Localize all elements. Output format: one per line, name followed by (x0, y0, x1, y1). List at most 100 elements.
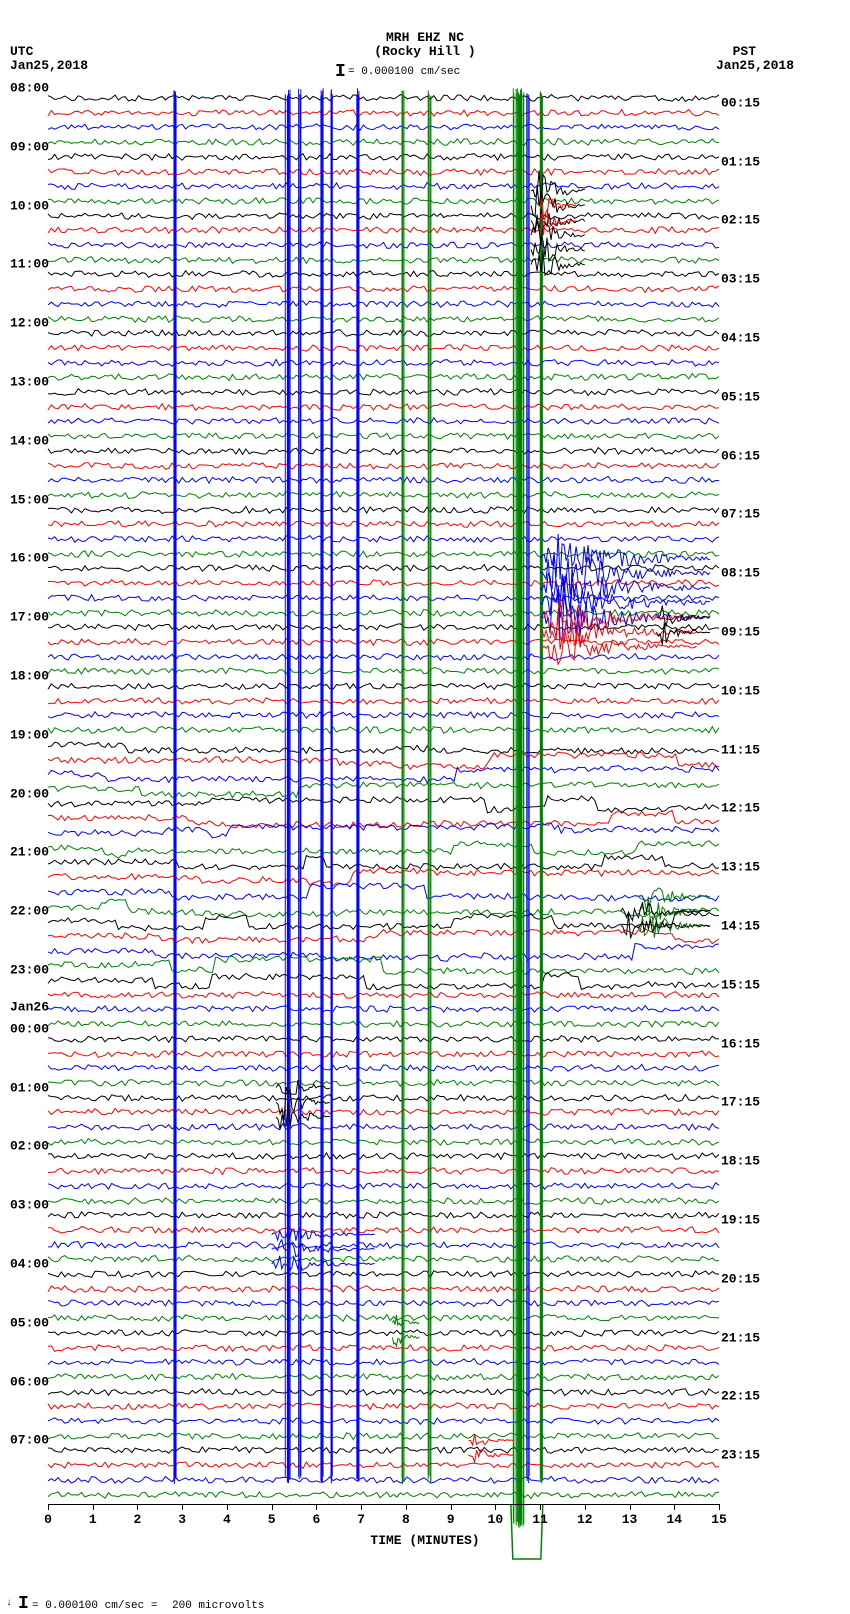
trace-row (48, 88, 719, 108)
right-hour-label: 23:15 (721, 1448, 760, 1463)
x-axis-line (48, 1504, 719, 1505)
trace-row (48, 691, 719, 711)
right-hour-label: 03:15 (721, 272, 760, 287)
trace-row (48, 852, 719, 872)
trace-row (48, 1132, 719, 1152)
trace-row (48, 1323, 719, 1343)
trace-row (48, 191, 719, 211)
x-tick-label: 14 (666, 1512, 682, 1527)
trace-row (48, 1411, 719, 1431)
right-hour-label: 00:15 (721, 95, 760, 110)
trace-row (48, 485, 719, 505)
trace-row (48, 544, 719, 564)
trace-row (48, 1161, 719, 1181)
trace-row (48, 1426, 719, 1446)
right-hour-label: 16:15 (721, 1036, 760, 1051)
x-tick-label: 12 (577, 1512, 593, 1527)
trace-row (48, 294, 719, 314)
trace-row (48, 1382, 719, 1402)
trace-row (48, 1308, 719, 1328)
trace-row (48, 206, 719, 226)
trace-row (48, 735, 719, 755)
trace-row (48, 941, 719, 961)
trace-row (48, 764, 719, 784)
trace-row (48, 926, 719, 946)
trace-row (48, 1264, 719, 1284)
trace-row (48, 897, 719, 917)
left-hour-label: 17:00 (10, 610, 49, 625)
left-hour-label: 18:00 (10, 669, 49, 684)
trace-row (48, 985, 719, 1005)
trace-row (48, 676, 719, 696)
trace-row (48, 132, 719, 152)
left-hour-label: 05:00 (10, 1315, 49, 1330)
trace-row (48, 117, 719, 137)
trace-row (48, 367, 719, 387)
trace-row (48, 911, 719, 931)
trace-row (48, 456, 719, 476)
left-hour-label: 03:00 (10, 1198, 49, 1213)
trace-row (48, 1014, 719, 1034)
x-tick-label: 4 (223, 1512, 231, 1527)
trace-row (48, 867, 719, 887)
trace-row (48, 397, 719, 417)
trace-row (48, 500, 719, 520)
right-hour-label: 20:15 (721, 1271, 760, 1286)
x-tick-label: 2 (134, 1512, 142, 1527)
right-hour-label: 13:15 (721, 860, 760, 875)
trace-row (48, 441, 719, 461)
trace-row (48, 1191, 719, 1211)
trace-row (48, 720, 719, 740)
x-tick-label: 13 (622, 1512, 638, 1527)
x-tick-label: 0 (44, 1512, 52, 1527)
trace-row (48, 1088, 719, 1108)
x-tick-label: 3 (178, 1512, 186, 1527)
trace-row (48, 1044, 719, 1064)
left-hour-label: 07:00 (10, 1433, 49, 1448)
trace-row (48, 470, 719, 490)
left-hour-label: 23:00 (10, 963, 49, 978)
footer-scale: = 0.000100 cm/sec = (32, 1600, 157, 1612)
right-hour-label: 15:15 (721, 977, 760, 992)
trace-row (48, 514, 719, 534)
right-hour-label: 18:15 (721, 1154, 760, 1169)
trace-row (48, 1205, 719, 1225)
trace-row (48, 808, 719, 828)
trace-row (48, 353, 719, 373)
right-hour-label: 07:15 (721, 507, 760, 522)
trace-row (48, 1396, 719, 1416)
left-hour-label: 06:00 (10, 1374, 49, 1389)
right-hour-label: 19:15 (721, 1212, 760, 1227)
x-tick-label: 11 (532, 1512, 548, 1527)
trace-row (48, 103, 719, 123)
x-tick-label: 8 (402, 1512, 410, 1527)
trace-row (48, 235, 719, 255)
trace-row (48, 1117, 719, 1137)
right-hour-label: 08:15 (721, 566, 760, 581)
trace-row (48, 264, 719, 284)
left-hour-label: 02:00 (10, 1139, 49, 1154)
trace-row (48, 338, 719, 358)
left-hour-label: Jan26 (10, 1000, 49, 1015)
left-hour-label: 14:00 (10, 433, 49, 448)
left-hour-label: 11:00 (10, 257, 49, 272)
trace-row (48, 1235, 719, 1255)
trace-row (48, 1338, 719, 1358)
station-title: MRH EHZ NC (386, 30, 464, 45)
trace-row (48, 1058, 719, 1078)
trace-row (48, 632, 719, 652)
trace-row (48, 309, 719, 329)
x-tick-label: 9 (447, 1512, 455, 1527)
right-hour-label: 01:15 (721, 154, 760, 169)
left-hour-label: 16:00 (10, 551, 49, 566)
footer-volts: 200 microvolts (172, 1600, 264, 1612)
utc-date: Jan25,2018 (10, 58, 88, 73)
right-hour-label: 14:15 (721, 918, 760, 933)
left-hour-label: 12:00 (10, 316, 49, 331)
trace-row (48, 147, 719, 167)
trace-row (48, 323, 719, 343)
right-hour-label: 02:15 (721, 213, 760, 228)
trace-row (48, 955, 719, 975)
seismic-plot (48, 88, 719, 1504)
trace-row (48, 1293, 719, 1313)
